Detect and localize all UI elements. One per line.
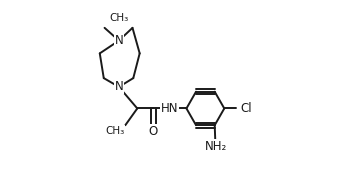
Text: N: N (114, 34, 123, 47)
Text: CH₃: CH₃ (105, 126, 125, 136)
Text: N: N (114, 80, 123, 93)
Text: O: O (149, 125, 158, 138)
Text: CH₃: CH₃ (109, 13, 128, 23)
Text: HN: HN (160, 102, 178, 115)
Text: Cl: Cl (240, 102, 252, 115)
Text: NH₂: NH₂ (204, 140, 227, 153)
